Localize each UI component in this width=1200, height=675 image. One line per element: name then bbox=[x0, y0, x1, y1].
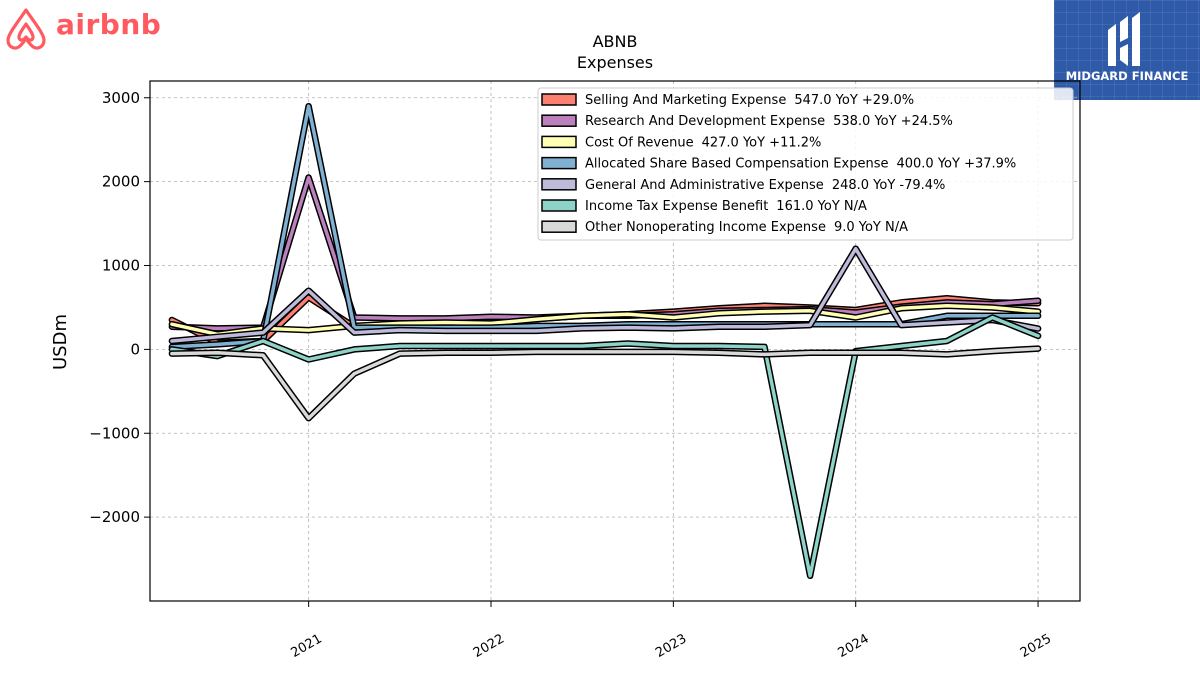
legend-series-stat: 538.0 YoY +24.5% bbox=[833, 114, 953, 129]
legend-swatch bbox=[541, 220, 577, 233]
midgard-finance-logo: MIDGARD FINANCE bbox=[1054, 0, 1200, 100]
legend-series-stat: 427.0 YoY +11.2% bbox=[702, 135, 822, 150]
legend-series-stat: 248.0 YoY -79.4% bbox=[832, 178, 946, 193]
x-tick-label: 2022 bbox=[471, 631, 507, 661]
midgard-mark-icon bbox=[1108, 12, 1140, 66]
y-axis-label: USDm bbox=[50, 314, 71, 370]
x-tick-label: 2023 bbox=[653, 631, 689, 661]
chart-subtitle: Expenses bbox=[577, 53, 653, 72]
series-stroke bbox=[170, 315, 1040, 578]
series-stroke bbox=[170, 246, 1040, 343]
legend-series-name: Allocated Share Based Compensation Expen… bbox=[585, 157, 888, 172]
airbnb-wordmark: airbnb bbox=[56, 8, 162, 41]
y-tick-label: −2000 bbox=[89, 508, 140, 526]
legend-swatch bbox=[541, 199, 577, 212]
y-tick-label: 3000 bbox=[102, 89, 140, 107]
y-tick-label: 0 bbox=[130, 340, 140, 358]
legend-series-name: Selling And Marketing Expense bbox=[585, 93, 786, 108]
series-line bbox=[168, 245, 1042, 345]
series-line bbox=[168, 314, 1042, 580]
airbnb-mark-icon bbox=[6, 8, 46, 50]
y-tick-label: 1000 bbox=[102, 257, 140, 275]
midgard-wordmark: MIDGARD FINANCE bbox=[1065, 69, 1189, 83]
airbnb-logo: airbnb bbox=[4, 4, 164, 52]
legend-series-name: Income Tax Expense Benefit bbox=[585, 199, 768, 214]
chart-title: ABNB bbox=[593, 32, 638, 51]
x-tick-label: 2024 bbox=[836, 631, 872, 661]
legend-entry: Income Tax Expense Benefit 161.0 YoY N/A bbox=[585, 199, 867, 214]
series-layer bbox=[168, 102, 1042, 580]
legend-series-name: General And Administrative Expense bbox=[585, 178, 824, 193]
legend-series-stat: 400.0 YoY +37.9% bbox=[896, 157, 1016, 172]
legend-swatch bbox=[541, 135, 577, 149]
legend: Selling And Marketing Expense 547.0 YoY +… bbox=[537, 87, 1074, 241]
legend-series-name: Other Nonoperating Income Expense bbox=[585, 220, 826, 235]
legend-swatch bbox=[541, 156, 577, 170]
legend-swatch bbox=[541, 93, 577, 106]
legend-entry: Other Nonoperating Income Expense 9.0 YoY… bbox=[585, 220, 908, 235]
legend-entry: Cost Of Revenue 427.0 YoY +11.2% bbox=[585, 135, 821, 150]
legend-series-name: Research And Development Expense bbox=[585, 114, 825, 129]
x-tick-label: 2025 bbox=[1018, 631, 1054, 661]
legend-entry: Research And Development Expense 538.0 Yo… bbox=[585, 114, 953, 129]
legend-swatch bbox=[541, 114, 577, 127]
legend-series-stat: 547.0 YoY +29.0% bbox=[794, 93, 914, 108]
legend-swatch bbox=[541, 178, 577, 191]
y-tick-label: −1000 bbox=[89, 424, 140, 442]
legend-box bbox=[537, 87, 1074, 241]
legend-series-stat: 161.0 YoY N/A bbox=[776, 199, 867, 214]
legend-entry: Allocated Share Based Compensation Expen… bbox=[585, 157, 1016, 172]
plot-frame bbox=[149, 80, 1081, 602]
x-tick-label: 2021 bbox=[288, 631, 324, 661]
series-line bbox=[168, 345, 1042, 422]
legend-series-stat: 9.0 YoY N/A bbox=[834, 220, 908, 235]
legend-series-name: Cost Of Revenue bbox=[585, 135, 694, 150]
series-stroke bbox=[170, 346, 1040, 420]
legend-entry: Selling And Marketing Expense 547.0 YoY +… bbox=[585, 93, 914, 108]
y-tick-label: 2000 bbox=[102, 173, 140, 191]
legend-entry: General And Administrative Expense 248.0 … bbox=[585, 178, 945, 193]
